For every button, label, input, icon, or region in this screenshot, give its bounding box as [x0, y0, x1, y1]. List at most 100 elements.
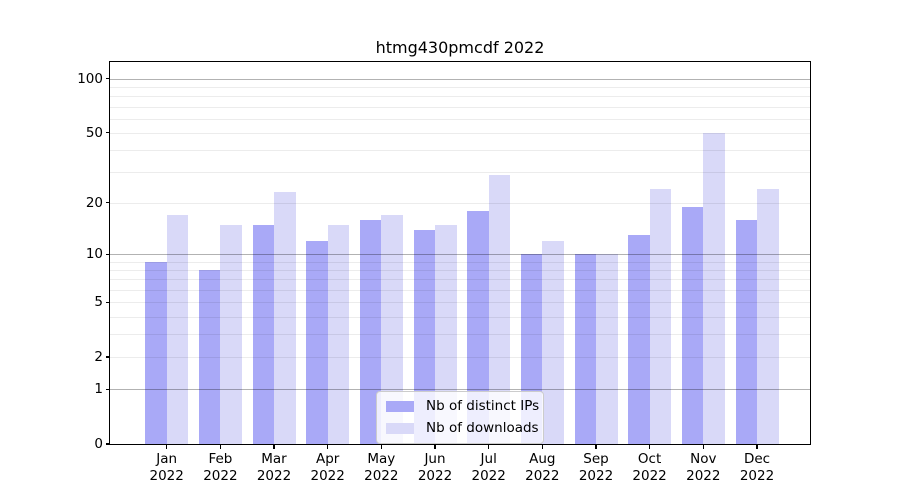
x-tick-mark — [649, 445, 651, 449]
legend-item-ips: Nb of distinct IPs — [386, 399, 539, 414]
legend-label-downloads: Nb of downloads — [426, 420, 539, 436]
major-gridline — [110, 254, 810, 256]
plot-area: Nb of distinct IPs Nb of downloads — [109, 61, 811, 445]
bar-downloads-nov — [703, 132, 725, 444]
x-tick-label: Jun 2022 — [400, 451, 470, 485]
y-tick-label: 0 — [94, 436, 103, 452]
bar-ips-apr — [306, 240, 328, 444]
x-tick-mark — [327, 445, 329, 449]
y-tick-label: 50 — [85, 124, 103, 141]
y-tick-mark — [106, 356, 110, 358]
y-axis: 100 50 20 10 5 2 1 0 — [0, 62, 110, 452]
y-tick-label: 1 — [94, 381, 103, 398]
minor-gridline — [110, 150, 810, 151]
legend-label-ips: Nb of distinct IPs — [426, 398, 540, 414]
x-label-month: Oct — [637, 451, 662, 467]
x-tick-mark — [702, 445, 704, 449]
bar-ips-jul — [467, 210, 489, 444]
minor-gridline — [110, 118, 810, 120]
bar-ips-feb — [198, 270, 221, 444]
x-tick-label: Feb 2022 — [185, 451, 255, 485]
x-label-month: Jan — [156, 451, 178, 467]
x-label-month: Apr — [316, 451, 340, 467]
x-tick-mark — [273, 445, 275, 449]
bar-downloads-sep — [596, 254, 618, 444]
x-label-month: Mar — [261, 451, 287, 467]
x-tick-label: May 2022 — [346, 451, 416, 485]
x-tick-mark — [380, 445, 382, 449]
minor-gridline — [110, 316, 810, 318]
bar-ips-mar — [252, 224, 275, 444]
x-label-year: 2022 — [525, 468, 560, 484]
x-axis: Jan 2022 Feb 2022 Mar 2022 Apr 2022 May 2022 Jun 20… — [110, 444, 810, 500]
bar-ips-jun — [413, 229, 435, 444]
minor-gridline — [110, 132, 810, 134]
x-tick-mark — [166, 445, 168, 449]
x-label-month: May — [367, 451, 396, 467]
x-label-month: Sep — [583, 451, 609, 467]
x-label-year: 2022 — [632, 468, 667, 484]
chart-title: htmg430pmcdf 2022 — [375, 38, 545, 57]
x-tick-label: Apr 2022 — [293, 451, 363, 485]
y-tick-mark — [106, 253, 110, 255]
y-tick-label: 2 — [94, 349, 103, 365]
bar-downloads-oct — [649, 189, 672, 444]
x-tick-label: Jan 2022 — [132, 451, 202, 485]
legend-item-downloads: Nb of downloads — [386, 421, 539, 436]
x-label-year: 2022 — [310, 468, 345, 484]
major-gridline — [110, 389, 810, 391]
y-tick-label: 10 — [85, 246, 103, 263]
x-label-month: Jun — [424, 451, 446, 467]
minor-gridline — [110, 202, 810, 204]
x-tick-label: Aug 2022 — [507, 451, 577, 485]
minor-gridline — [110, 270, 810, 271]
minor-gridline — [110, 172, 810, 174]
y-tick-label: 5 — [94, 294, 103, 311]
x-label-year: 2022 — [203, 468, 238, 484]
bar-ips-sep — [574, 254, 596, 444]
legend: Nb of distinct IPs Nb of downloads — [376, 391, 544, 444]
minor-gridline — [110, 86, 810, 88]
y-tick-mark — [106, 78, 110, 80]
x-label-month: Nov — [690, 451, 717, 467]
x-tick-mark — [756, 445, 758, 449]
y-tick-mark — [106, 388, 110, 390]
x-label-year: 2022 — [149, 468, 184, 484]
y-tick-mark — [106, 443, 110, 445]
x-tick-label: Jul 2022 — [454, 451, 524, 485]
x-label-year: 2022 — [417, 468, 453, 484]
bar-downloads-jul — [488, 174, 511, 444]
minor-gridline — [110, 261, 810, 263]
minor-gridline — [110, 96, 810, 97]
x-label-month: Dec — [743, 451, 771, 467]
x-label-year: 2022 — [686, 468, 721, 484]
x-label-month: Jul — [480, 451, 497, 467]
x-tick-label: Sep 2022 — [561, 451, 631, 485]
bar-downloads-apr — [327, 224, 350, 444]
y-tick-mark — [106, 301, 110, 303]
minor-gridline — [110, 302, 810, 304]
x-label-year: 2022 — [739, 468, 775, 484]
x-label-year: 2022 — [256, 468, 292, 484]
x-tick-mark — [488, 445, 490, 449]
legend-swatch-ips — [386, 401, 414, 412]
bar-ips-may — [359, 219, 382, 444]
bar-downloads-jan — [166, 215, 189, 444]
x-tick-mark — [541, 445, 543, 449]
bar-ips-jan — [145, 261, 167, 444]
x-label-month: Feb — [208, 451, 233, 467]
y-tick-label: 20 — [85, 194, 103, 211]
x-label-year: 2022 — [364, 468, 399, 484]
x-tick-mark — [595, 445, 597, 449]
legend-swatch-downloads — [386, 423, 414, 434]
minor-gridline — [110, 279, 810, 281]
x-tick-label: Nov 2022 — [668, 451, 738, 485]
bar-ips-oct — [628, 235, 650, 444]
minor-gridline — [110, 357, 810, 358]
x-tick-mark — [434, 445, 436, 449]
x-tick-label: Mar 2022 — [239, 451, 309, 485]
minor-gridline — [110, 106, 810, 108]
major-gridline — [110, 78, 810, 80]
x-tick-mark — [219, 445, 221, 449]
y-tick-mark — [106, 202, 110, 204]
